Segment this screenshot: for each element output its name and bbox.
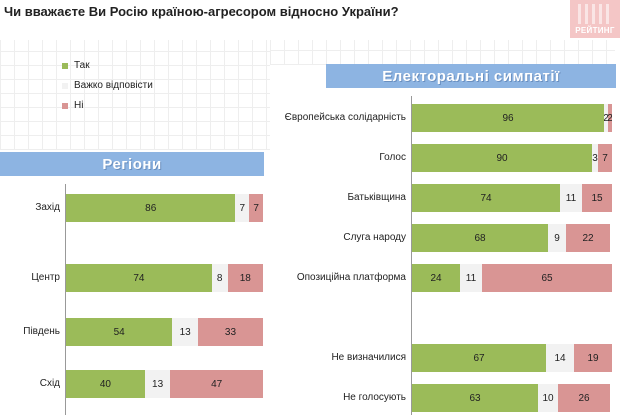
right-grid-background [270,40,615,65]
bar-segment: 86 [66,194,236,222]
category-label: Батьківщина [347,192,406,203]
bar-segment: 19 [574,344,612,372]
bar-value-label: 74 [480,192,492,204]
legend-label: Так [74,60,90,71]
category-axis [411,96,412,415]
bar-value-label: 7 [253,202,259,214]
bar-value-label: 40 [99,378,111,390]
bar-segment: 47 [170,370,263,398]
category-label: Південь [23,326,60,337]
bar-segment: 8 [211,264,228,292]
legend-swatch [62,82,68,89]
bar-value-label: 14 [554,352,566,364]
bar-segment: 9 [548,224,566,252]
category-label: Слуга народу [343,232,406,243]
bar-value-label: 8 [216,272,223,284]
category-axis [65,184,66,415]
bar-value-label: 10 [542,392,554,404]
bar-value-label: 65 [541,272,553,284]
rating-logo: РЕЙТИНГ [570,0,620,38]
bar-value-label: 7 [602,152,608,164]
bar-segment: 7 [598,144,612,172]
bar-segment: 22 [566,224,610,252]
bar-value-label: 13 [152,378,164,390]
bar-value-label: 13 [179,326,191,338]
left-grid-background [0,40,270,150]
bar-value-label: 74 [133,272,145,284]
bar-segment: 24 [412,264,460,292]
legend-item: Так [62,60,90,71]
bar-segment: 68 [412,224,548,252]
legend-label: Важко відповісти [74,80,153,91]
bar-segment: 90 [412,144,592,172]
bar-value-label: 63 [469,392,481,404]
bar-segment: 11 [460,264,482,292]
bar-segment: 10 [538,384,558,412]
bar-value-label: 26 [578,392,590,404]
bar-segment: 33 [197,318,263,346]
bar-segment: 11 [560,184,582,212]
bar-value-label: 24 [430,272,442,284]
legend-item: Важко відповісти [62,80,153,91]
bar-segment: 3 [592,144,598,172]
bar-value-label: 68 [474,232,486,244]
survey-question: Чи вважаєте Ви Росію країною-агресором в… [4,4,399,19]
bar-value-label: 96 [502,112,514,124]
bar-value-label: 90 [496,152,508,164]
bar-value-label: 47 [211,378,223,390]
electoral-banner: Електоральні симпатії [326,64,616,88]
legend-label: Ні [74,100,84,111]
bar-value-label: 19 [587,352,599,364]
category-label: Не голосують [343,392,406,403]
bar-segment: 65 [482,264,612,292]
bar-segment: 96 [412,104,604,132]
category-label: Опозиційна платформа [296,272,406,283]
category-label: Центр [31,272,60,283]
bar-segment: 7 [235,194,250,222]
legend-swatch [62,62,68,69]
legend-swatch [62,102,68,109]
bar-segment: 54 [66,318,173,346]
category-label: Не визначилися [331,352,406,363]
bar-value-label: 54 [113,326,125,338]
bar-value-label: 33 [224,326,237,338]
bar-segment: 40 [66,370,145,398]
bar-value-label: 22 [582,232,594,244]
category-label: Захід [35,202,60,213]
bar-segment: 14 [546,344,574,372]
bar-value-label: 86 [145,202,157,214]
bar-value-label: 9 [554,232,560,244]
bar-value-label: 7 [239,202,246,214]
bar-segment: 67 [412,344,546,372]
bar-segment: 13 [144,370,171,398]
regions-banner: Регіони [0,152,264,176]
bar-segment: 18 [227,264,263,292]
bar-value-label: 18 [239,272,251,284]
bar-value-label: 2 [604,112,608,124]
category-label: Європейська солідарність [284,112,406,123]
bar-segment: 2 [608,104,612,132]
category-label: Схід [39,378,60,389]
bar-segment: 74 [412,184,560,212]
bar-segment: 13 [172,318,198,346]
legend-item: Ні [62,100,83,111]
bar-value-label: 15 [591,192,603,204]
bar-value-label: 11 [565,192,577,204]
bar-value-label: 3 [592,152,598,164]
bar-segment: 7 [249,194,263,222]
bar-segment: 15 [582,184,612,212]
bar-value-label: 11 [465,272,477,284]
bar-segment: 26 [558,384,610,412]
bar-segment: 63 [412,384,538,412]
bar-value-label: 2 [608,112,612,124]
bar-segment: 2 [604,104,608,132]
bar-value-label: 67 [473,352,485,364]
category-label: Голос [379,152,406,163]
bar-segment: 74 [66,264,212,292]
